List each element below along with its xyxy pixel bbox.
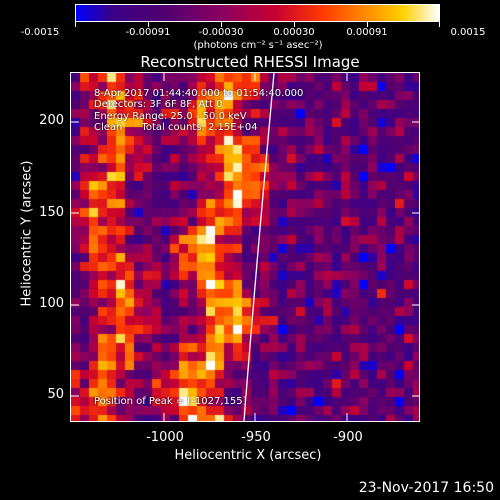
y-tick-label: 150	[39, 205, 64, 220]
colorbar	[75, 4, 440, 22]
colorbar-tick-label: 0.00030	[273, 27, 315, 38]
annotation-detectors: Detectors: 3F 6F 8F, Att 0	[94, 99, 223, 110]
footer-timestamp: 23-Nov-2017 16:50	[358, 480, 494, 496]
image-title: Reconstructed RHESSI Image	[140, 53, 360, 71]
annotation-energy-range: Energy Range: 25.0 - 50.0 keV	[94, 111, 247, 122]
colorbar-tick	[75, 22, 76, 27]
tick-marks	[71, 73, 419, 421]
colorbar-tick	[367, 22, 368, 27]
rhessi-image-map	[71, 73, 419, 421]
colorbar-units: (photons cm⁻² s⁻¹ asec⁻²)	[193, 40, 323, 51]
colorbar-tick	[439, 22, 440, 27]
colorbar-tick-label: -0.0015	[20, 27, 60, 38]
image-plot	[70, 72, 420, 422]
y-tick-label: 100	[39, 296, 64, 311]
colorbar-tick-label: 0.0015	[450, 27, 486, 38]
colorbar-tick	[294, 22, 295, 27]
annotation-clean-counts: Clean Total counts: 2.15E+04	[94, 122, 258, 133]
limb-overlay	[243, 73, 275, 421]
y-axis-label: Heliocentric Y (arcsec)	[19, 160, 35, 307]
colorbar-tick-label: -0.00091	[125, 27, 171, 38]
colorbar-tick-label: -0.00030	[198, 27, 244, 38]
colorbar-tick	[221, 22, 222, 27]
annotation-time-range: 8-Apr-2017 01:44:40.000 to 01:54:40.000	[94, 88, 304, 99]
y-tick-label: 200	[39, 113, 64, 128]
y-tick-label: 50	[47, 387, 64, 402]
x-tick-label: -950	[241, 430, 271, 445]
x-tick-label: -1000	[146, 430, 184, 445]
x-tick-label: -900	[333, 430, 363, 445]
colorbar-tick	[148, 22, 149, 27]
solar-limb-line	[243, 73, 275, 421]
x-axis-label: Heliocentric X (arcsec)	[174, 448, 322, 463]
annotation-peak-position: Position of Peak = [-1027,155]	[94, 396, 247, 407]
colorbar-tick-label: 0.00091	[346, 27, 388, 38]
